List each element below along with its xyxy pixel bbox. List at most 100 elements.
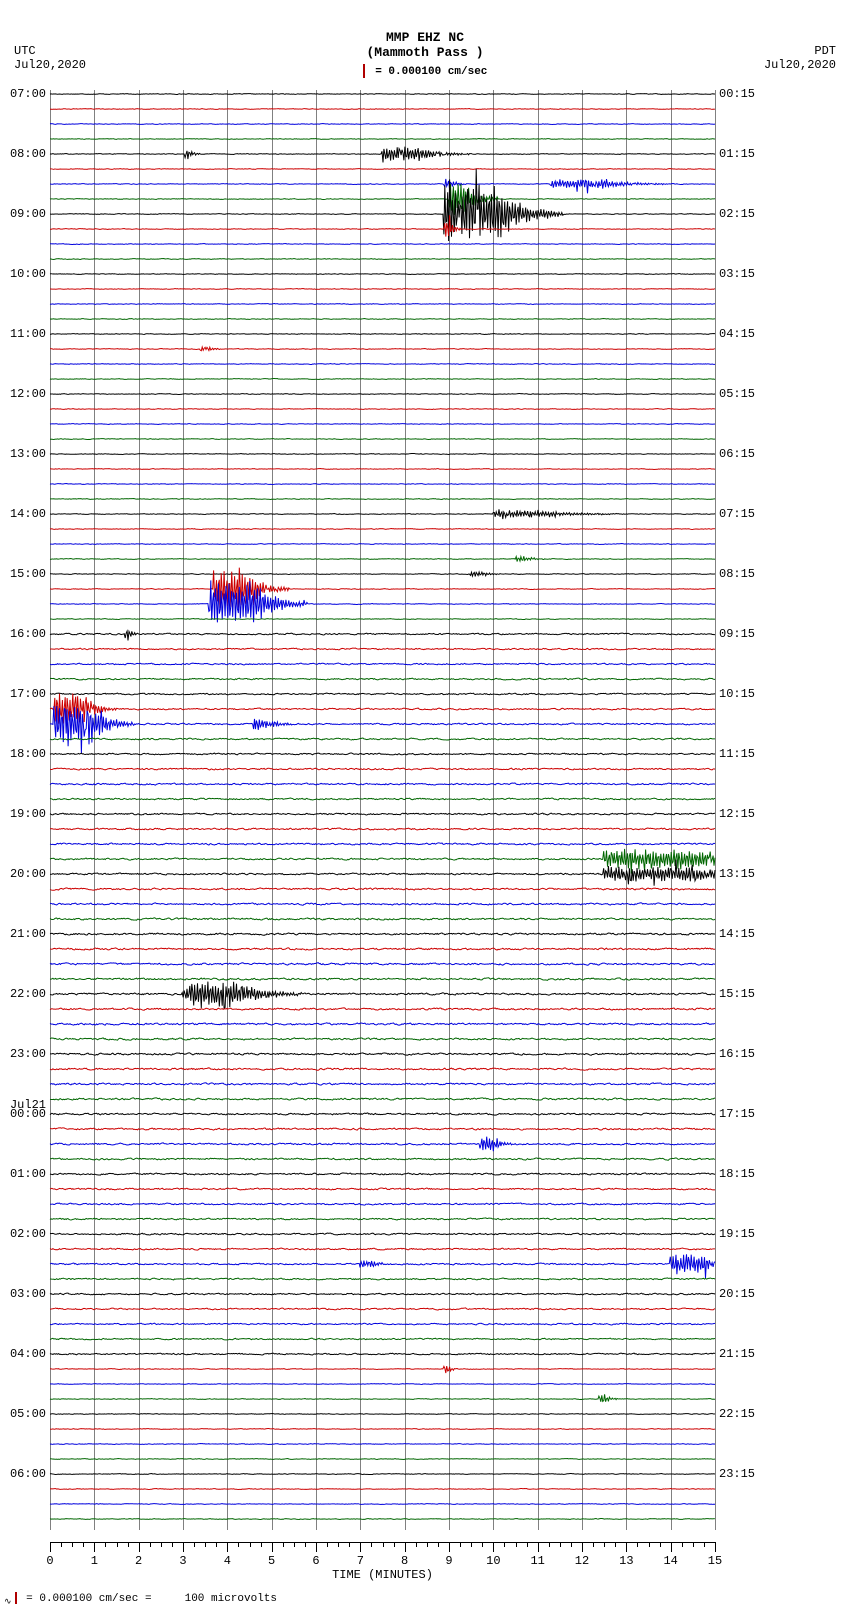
x-tick-label: 3 [179, 1554, 186, 1568]
utc-time-label: 09:00 [4, 207, 46, 221]
x-tick-minor [205, 1542, 206, 1547]
pdt-time-label: 22:15 [719, 1407, 779, 1421]
footnote: ∿ = 0.000100 cm/sec = 100 microvolts [4, 1592, 277, 1607]
x-tick-minor [471, 1542, 472, 1547]
x-tick-label: 9 [445, 1554, 452, 1568]
x-tick-label: 8 [401, 1554, 408, 1568]
utc-time-label: 03:00 [4, 1287, 46, 1301]
x-tick-minor [238, 1542, 239, 1547]
x-tick-minor [194, 1542, 195, 1547]
x-tick-minor [117, 1542, 118, 1547]
x-tick-label: 7 [357, 1554, 364, 1568]
seismogram-plot [50, 90, 715, 1530]
utc-time-label: 11:00 [4, 327, 46, 341]
x-tick-major [94, 1542, 95, 1552]
x-tick-minor [61, 1542, 62, 1547]
seismogram-page: MMP EHZ NC (Mammoth Pass ) = 0.000100 cm… [0, 0, 850, 1613]
x-tick-major [50, 1542, 51, 1552]
x-tick-label: 11 [530, 1554, 544, 1568]
x-tick-minor [128, 1542, 129, 1547]
utc-time-label: 23:00 [4, 1047, 46, 1061]
x-tick-minor [294, 1542, 295, 1547]
x-tick-minor [416, 1542, 417, 1547]
x-tick-minor [649, 1542, 650, 1547]
x-tick-minor [571, 1542, 572, 1547]
x-tick-minor [604, 1542, 605, 1547]
x-tick-minor [338, 1542, 339, 1547]
tz-right-date: Jul20,2020 [764, 58, 836, 72]
x-tick-minor [172, 1542, 173, 1547]
x-tick-label: 6 [312, 1554, 319, 1568]
utc-time-label: 12:00 [4, 387, 46, 401]
x-tick-major [449, 1542, 450, 1552]
x-tick-label: 0 [46, 1554, 53, 1568]
x-tick-minor [504, 1542, 505, 1547]
utc-time-label: 15:00 [4, 567, 46, 581]
pdt-time-label: 09:15 [719, 627, 779, 641]
x-tick-minor [283, 1542, 284, 1547]
pdt-time-label: 18:15 [719, 1167, 779, 1181]
utc-time-label: 05:00 [4, 1407, 46, 1421]
pdt-time-label: 03:15 [719, 267, 779, 281]
x-tick-major [139, 1542, 140, 1552]
x-tick-label: 4 [224, 1554, 231, 1568]
x-tick-minor [516, 1542, 517, 1547]
utc-time-label: 22:00 [4, 987, 46, 1001]
pdt-time-label: 14:15 [719, 927, 779, 941]
utc-time-label: 18:00 [4, 747, 46, 761]
utc-time-label: 16:00 [4, 627, 46, 641]
x-tick-minor [593, 1542, 594, 1547]
x-tick-minor [305, 1542, 306, 1547]
pdt-time-label: 17:15 [719, 1107, 779, 1121]
x-tick-label: 13 [619, 1554, 633, 1568]
x-tick-minor [682, 1542, 683, 1547]
pdt-time-label: 07:15 [719, 507, 779, 521]
x-tick-minor [105, 1542, 106, 1547]
footnote-prefix: = 0.000100 cm/sec = [26, 1593, 151, 1605]
grid-line [715, 90, 716, 1530]
utc-time-label: 04:00 [4, 1347, 46, 1361]
pdt-time-label: 06:15 [719, 447, 779, 461]
x-tick-label: 5 [268, 1554, 275, 1568]
pdt-time-label: 05:15 [719, 387, 779, 401]
footnote-suffix: 100 microvolts [185, 1593, 277, 1605]
x-tick-minor [349, 1542, 350, 1547]
utc-time-label: 13:00 [4, 447, 46, 461]
pdt-time-label: 13:15 [719, 867, 779, 881]
x-tick-major [360, 1542, 361, 1552]
x-tick-minor [660, 1542, 661, 1547]
utc-time-label: 21:00 [4, 927, 46, 941]
utc-time-label: 01:00 [4, 1167, 46, 1181]
x-tick-minor [383, 1542, 384, 1547]
utc-time-label: 10:00 [4, 267, 46, 281]
x-tick-major [671, 1542, 672, 1552]
tz-left-label: UTC [14, 44, 36, 58]
x-tick-label: 1 [91, 1554, 98, 1568]
x-axis: TIME (MINUTES) 0123456789101112131415 [50, 1542, 715, 1582]
utc-time-label: 14:00 [4, 507, 46, 521]
x-tick-minor [371, 1542, 372, 1547]
pdt-time-label: 00:15 [719, 87, 779, 101]
footnote-bar-icon [15, 1592, 17, 1604]
pdt-time-label: 08:15 [719, 567, 779, 581]
x-tick-minor [161, 1542, 162, 1547]
pdt-time-label: 11:15 [719, 747, 779, 761]
x-tick-minor [327, 1542, 328, 1547]
x-tick-minor [637, 1542, 638, 1547]
pdt-time-label: 10:15 [719, 687, 779, 701]
pdt-time-label: 23:15 [719, 1467, 779, 1481]
utc-time-label: 00:00 [4, 1107, 46, 1121]
x-tick-minor [482, 1542, 483, 1547]
x-tick-minor [549, 1542, 550, 1547]
pdt-time-label: 19:15 [719, 1227, 779, 1241]
pdt-time-label: 20:15 [719, 1287, 779, 1301]
x-tick-minor [615, 1542, 616, 1547]
x-tick-minor [527, 1542, 528, 1547]
x-tick-major [405, 1542, 406, 1552]
x-tick-minor [250, 1542, 251, 1547]
utc-time-label: 02:00 [4, 1227, 46, 1241]
utc-time-label: 17:00 [4, 687, 46, 701]
x-tick-minor [216, 1542, 217, 1547]
x-tick-major [272, 1542, 273, 1552]
x-tick-label: 15 [708, 1554, 722, 1568]
